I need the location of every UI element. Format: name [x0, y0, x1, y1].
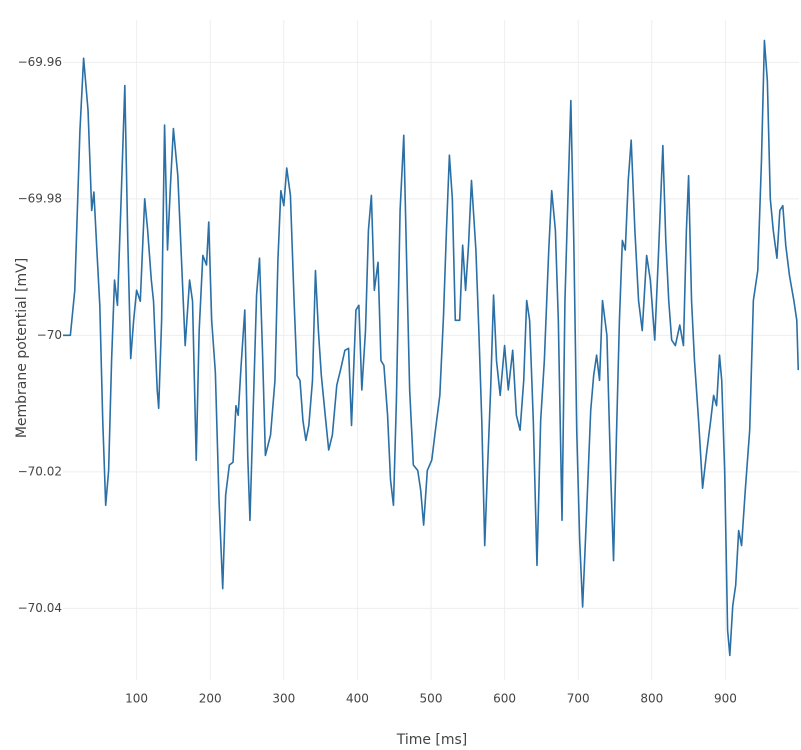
x-tick-label: 400	[346, 692, 369, 706]
x-tick-label: 800	[640, 692, 663, 706]
x-tick-label: 600	[493, 692, 516, 706]
x-tick-label: 200	[199, 692, 222, 706]
x-tick-label: 700	[567, 692, 590, 706]
y-tick-label: −69.98	[18, 191, 62, 205]
x-axis-title: Time [ms]	[396, 732, 468, 748]
y-tick-label: −70	[37, 328, 62, 342]
x-tick-label: 100	[125, 692, 148, 706]
grid	[63, 20, 799, 680]
data-line	[63, 39, 800, 657]
y-axis-title: Membrane potential [mV]	[14, 258, 30, 438]
x-tick-label: 300	[272, 692, 295, 706]
y-tick-label: −70.02	[18, 464, 62, 478]
x-tick-label: 500	[420, 692, 443, 706]
x-tick-label: 900	[714, 692, 737, 706]
y-tick-label: −70.04	[18, 601, 62, 615]
y-tick-label: −69.96	[18, 55, 62, 69]
